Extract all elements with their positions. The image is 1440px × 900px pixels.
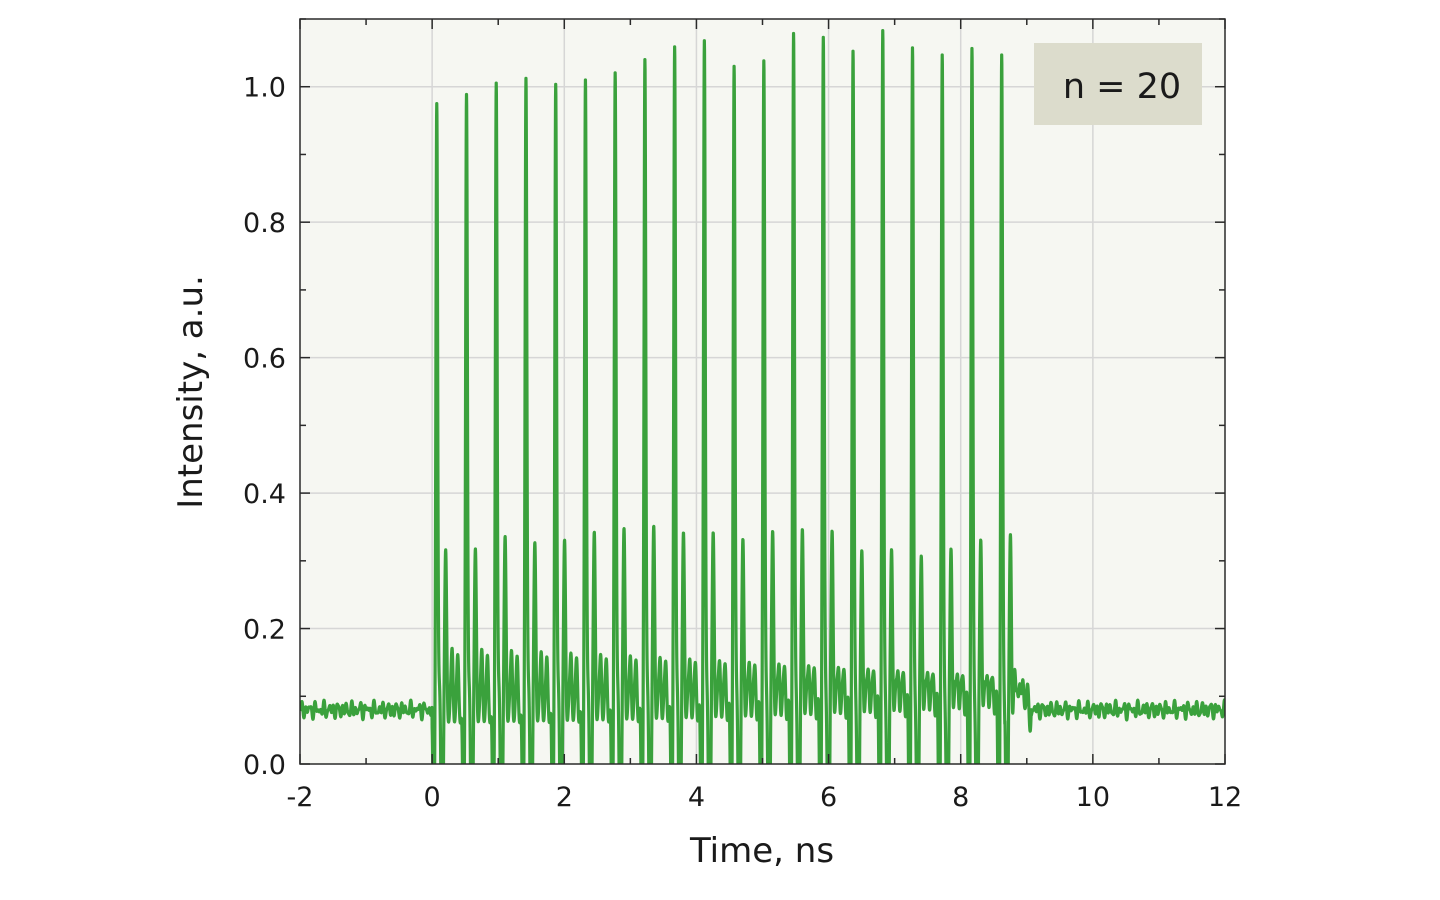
series-layer (300, 29, 1225, 764)
x-axis-title: Time, ns (689, 831, 834, 871)
y-axis-title: Intensity, a.u. (171, 275, 211, 509)
y-tick-label-4: 0.8 (243, 208, 286, 239)
y-tick-label-3: 0.6 (243, 344, 286, 375)
x-tick-label-6: 10 (1076, 782, 1110, 813)
series-line-intensity (300, 29, 1225, 764)
annotation-background (1034, 43, 1202, 125)
axis-ticks (299, 18, 1226, 765)
y-tick-label-1: 0.2 (243, 615, 286, 646)
x-tick-label-0: -2 (287, 782, 314, 813)
y-tick-label-0: 0.0 (243, 750, 286, 781)
y-tick-label-2: 0.4 (243, 479, 286, 510)
x-tick-label-1: 0 (424, 782, 441, 813)
annotation-label: n = 20 (1063, 67, 1181, 107)
x-tick-label-4: 6 (820, 782, 837, 813)
annotation-box: n = 20 (1034, 43, 1202, 125)
x-tick-label-3: 4 (688, 782, 705, 813)
y-tick-label-5: 1.0 (243, 73, 286, 104)
tick-labels: -2 0 2 4 6 8 10 12 0.0 0.2 0.4 0.6 0.8 1.0 (243, 73, 1242, 813)
x-tick-label-2: 2 (556, 782, 573, 813)
x-tick-label-5: 8 (952, 782, 969, 813)
x-tick-label-7: 12 (1208, 782, 1242, 813)
